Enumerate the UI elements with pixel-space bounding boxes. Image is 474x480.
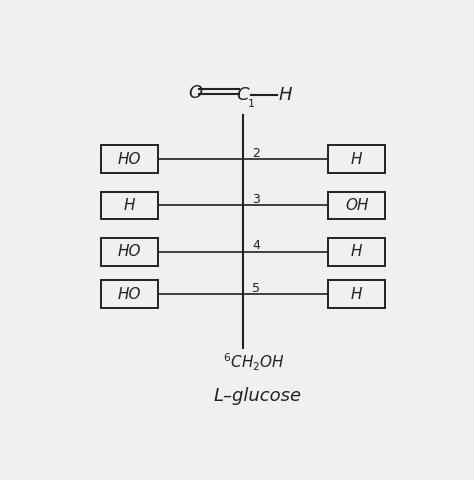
Text: HO: HO xyxy=(117,152,141,167)
Text: L–glucose: L–glucose xyxy=(214,387,301,405)
FancyBboxPatch shape xyxy=(328,192,385,219)
Text: O: O xyxy=(188,84,202,102)
Text: H: H xyxy=(351,287,363,301)
Text: $^6$CH$_2$OH: $^6$CH$_2$OH xyxy=(223,352,285,373)
Text: C: C xyxy=(237,85,249,104)
Text: 5: 5 xyxy=(252,282,260,295)
Text: 2: 2 xyxy=(252,147,260,160)
Text: H: H xyxy=(351,244,363,259)
FancyBboxPatch shape xyxy=(100,145,157,173)
Text: 3: 3 xyxy=(252,193,260,206)
FancyBboxPatch shape xyxy=(100,238,157,265)
Text: 1: 1 xyxy=(247,99,255,109)
Text: HO: HO xyxy=(117,287,141,301)
FancyBboxPatch shape xyxy=(328,145,385,173)
FancyBboxPatch shape xyxy=(328,280,385,308)
Text: OH: OH xyxy=(345,198,369,213)
Text: H: H xyxy=(123,198,135,213)
Text: HO: HO xyxy=(117,244,141,259)
Text: H: H xyxy=(278,85,292,104)
Text: 4: 4 xyxy=(252,239,260,252)
FancyBboxPatch shape xyxy=(100,192,157,219)
FancyBboxPatch shape xyxy=(100,280,157,308)
FancyBboxPatch shape xyxy=(328,238,385,265)
Text: H: H xyxy=(351,152,363,167)
